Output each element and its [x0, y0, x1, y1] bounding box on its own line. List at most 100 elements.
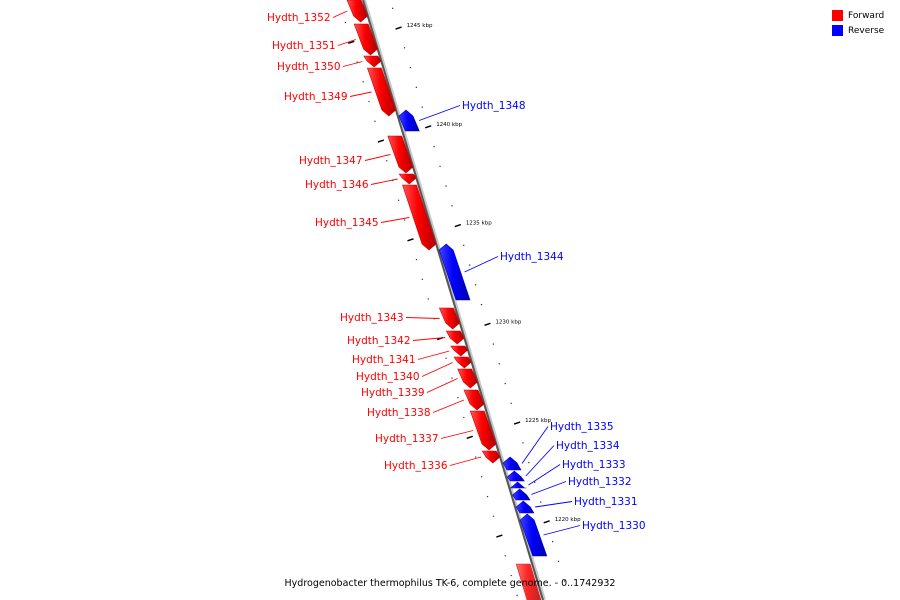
- minor-tick: [534, 481, 536, 484]
- gene-arrow-hydth-1345[interactable]: [402, 184, 437, 251]
- major-tick-1240: [424, 125, 432, 129]
- leader-line: [405, 317, 440, 319]
- minor-tick-left: [486, 495, 489, 498]
- leader-line: [417, 350, 450, 360]
- major-tick-1235: [454, 223, 462, 228]
- minor-tick-left: [474, 456, 477, 458]
- gene-label-hydth-1333[interactable]: Hydth_1333: [562, 459, 626, 471]
- legend-label-reverse: Reverse: [848, 25, 885, 36]
- minor-tick: [510, 402, 512, 405]
- minor-tick: [480, 303, 483, 306]
- gene-arrow-hydth-1347[interactable]: [387, 135, 414, 174]
- minor-tick-left: [510, 574, 512, 577]
- leader-line: [418, 105, 461, 121]
- gene-arrow-hydth-1348[interactable]: [398, 109, 420, 132]
- gene-label-hydth-1350[interactable]: Hydth_1350: [277, 61, 341, 73]
- minor-tick-left: [403, 219, 406, 221]
- minor-tick: [474, 284, 477, 286]
- gene-label-hydth-1334[interactable]: Hydth_1334: [556, 440, 620, 452]
- legend-item-reverse: Reverse: [832, 23, 892, 38]
- gene-arrow-hydth-1343[interactable]: [438, 307, 461, 330]
- gene-label-hydth-1341[interactable]: Hydth_1341: [352, 354, 416, 366]
- minor-tick: [433, 145, 435, 148]
- minor-tick-left: [374, 120, 376, 122]
- gene-label-hydth-1337[interactable]: Hydth_1337: [375, 433, 439, 445]
- gene-arrow-hydth-1331[interactable]: [515, 500, 535, 514]
- gene-arrow-hydth-1330[interactable]: [519, 513, 548, 557]
- gene-label-hydth-1340[interactable]: Hydth_1340: [356, 371, 420, 383]
- minor-tick: [403, 47, 406, 49]
- gene-label-hydth-1336[interactable]: Hydth_1336: [384, 460, 448, 472]
- minor-tick-left: [362, 81, 364, 83]
- gene-arrow-hydth-1340[interactable]: [453, 356, 472, 369]
- minor-tick: [551, 540, 554, 543]
- minor-tick-left: [445, 357, 447, 359]
- gene-label-hydth-1338[interactable]: Hydth_1338: [367, 407, 431, 419]
- gene-arrow-hydth-1335[interactable]: [502, 456, 522, 471]
- genome-caption: Hydrogenobacter thermophilus TK-6, compl…: [284, 578, 616, 589]
- leader-line: [332, 10, 348, 18]
- gene-arrow-hydth-1352[interactable]: [346, 0, 368, 23]
- gene-label-hydth-1332[interactable]: Hydth_1332: [568, 476, 632, 488]
- minor-tick: [492, 343, 495, 345]
- gene-label-hydth-1349[interactable]: Hydth_1349: [284, 91, 348, 103]
- gene-label-hydth-1348[interactable]: Hydth_1348: [462, 100, 526, 112]
- gene-arrow-hydth-1342[interactable]: [445, 330, 465, 345]
- leader-line: [432, 399, 465, 413]
- major-tick-1220: [543, 520, 550, 524]
- gene-label-hydth-1346[interactable]: Hydth_1346: [305, 179, 369, 191]
- legend-item-forward: Forward: [832, 8, 892, 23]
- minor-tick: [498, 363, 500, 365]
- minor-tick: [540, 501, 542, 503]
- major-tick-1230: [484, 322, 491, 326]
- leader-line: [342, 61, 363, 67]
- gene-arrow-hydth-1346[interactable]: [398, 173, 417, 185]
- minor-tick: [409, 66, 412, 69]
- gene-label-hydth-1335[interactable]: Hydth_1335: [550, 421, 614, 433]
- gene-label-hydth-1352[interactable]: Hydth_1352: [267, 12, 331, 24]
- major-tick-left-1225: [466, 435, 473, 439]
- gene-label-hydth-1344[interactable]: Hydth_1344: [500, 251, 564, 263]
- leader-line: [412, 337, 446, 341]
- gene-arrow-hydth-1336[interactable]: [481, 450, 501, 464]
- gene-label-hydth-1351[interactable]: Hydth_1351: [272, 40, 336, 52]
- leader-line: [543, 525, 581, 536]
- tick-label-1220: 1220 kbp: [555, 517, 581, 523]
- leader-line: [531, 481, 567, 495]
- minor-tick: [563, 580, 566, 582]
- gene-arrow-hydth-1333[interactable]: [509, 481, 527, 489]
- minor-tick: [504, 382, 506, 385]
- gene-arrow-hydth-1351[interactable]: [353, 23, 378, 56]
- gene-label-hydth-1342[interactable]: Hydth_1342: [347, 335, 411, 347]
- major-tick-1225: [513, 421, 521, 425]
- minor-tick: [468, 264, 471, 266]
- gene-label-hydth-1343[interactable]: Hydth_1343: [340, 312, 404, 324]
- gene-label-hydth-1339[interactable]: Hydth_1339: [361, 387, 425, 399]
- minor-tick-left: [368, 100, 370, 103]
- gene-arrow-hydth-1339[interactable]: [457, 368, 478, 389]
- gene-arrow-hydth-1344[interactable]: [438, 243, 471, 301]
- tick-label-1230: 1230 kbp: [495, 319, 521, 325]
- leader-line: [521, 426, 549, 464]
- minor-tick: [445, 185, 447, 187]
- gene-label-hydth-1347[interactable]: Hydth_1347: [299, 155, 363, 167]
- gene-arrow-hydth-1349[interactable]: [366, 67, 397, 117]
- minor-tick-left: [480, 476, 483, 478]
- gene-label-hydth-1330[interactable]: Hydth_1330: [582, 520, 646, 532]
- minor-tick-left: [504, 555, 507, 557]
- gene-label-hydth-1345[interactable]: Hydth_1345: [315, 217, 379, 229]
- tick-label-1240: 1240 kbp: [436, 122, 462, 128]
- minor-tick-left: [386, 160, 388, 162]
- forward-swatch: [832, 10, 843, 21]
- gene-label-hydth-1331[interactable]: Hydth_1331: [574, 496, 638, 508]
- gene-arrow-hydth-1341[interactable]: [450, 345, 469, 357]
- minor-tick: [415, 86, 418, 89]
- gene-arrow-hydth-1338[interactable]: [463, 389, 485, 411]
- gene-arrow-hydth-1332[interactable]: [512, 488, 531, 501]
- gene-arrow-hydth-1350[interactable]: [363, 55, 382, 68]
- gene-arrow-hydth-1334[interactable]: [506, 470, 525, 482]
- gene-arrow-hydth-1337[interactable]: [469, 410, 497, 451]
- leader-line: [535, 501, 573, 508]
